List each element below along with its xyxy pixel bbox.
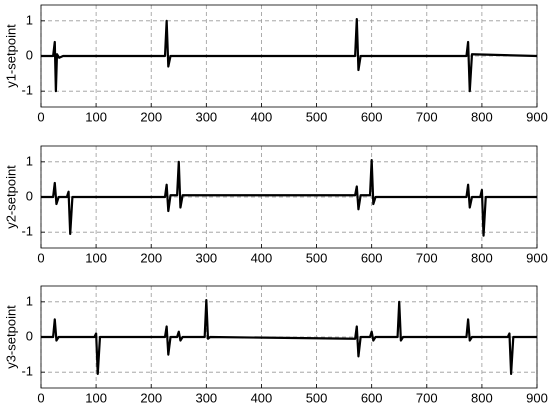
x-tick-label: 0: [37, 250, 44, 265]
x-tick-label: 200: [140, 109, 162, 124]
x-tick-label: 100: [85, 390, 107, 405]
y-tick-label: 1: [26, 293, 33, 308]
x-tick-label: 700: [416, 250, 438, 265]
x-tick-label: 900: [526, 250, 548, 265]
x-tick-label: 0: [37, 390, 44, 405]
x-tick-label: 100: [85, 250, 107, 265]
x-tick-label: 800: [471, 109, 493, 124]
x-tick-label: 400: [251, 109, 273, 124]
x-tick-label: 300: [195, 250, 217, 265]
x-tick-label: 900: [526, 390, 548, 405]
y-tick-label: 0: [26, 328, 33, 343]
x-tick-label: 900: [526, 109, 548, 124]
plot-frame: [40, 145, 538, 249]
x-tick-label: 400: [251, 390, 273, 405]
y-tick-label: 1: [26, 153, 33, 168]
y-tick-label: -1: [21, 224, 33, 239]
x-tick-label: 500: [306, 390, 328, 405]
y-axis-label: y1-setpoint: [3, 24, 18, 88]
y-tick-label: -1: [21, 83, 33, 98]
x-tick-label: 700: [416, 109, 438, 124]
x-tick-label: 500: [306, 109, 328, 124]
y-tick-label: -1: [21, 364, 33, 379]
x-tick-label: 800: [471, 390, 493, 405]
x-tick-label: 100: [85, 109, 107, 124]
x-tick-label: 600: [361, 390, 383, 405]
plot-frame: [40, 4, 538, 108]
x-tick-label: 300: [195, 109, 217, 124]
data-line: [41, 17, 538, 93]
x-tick-label: 0: [37, 109, 44, 124]
data-line: [41, 298, 537, 376]
y-axis-label: y3-setpoint: [3, 305, 18, 369]
x-tick-label: 600: [361, 250, 383, 265]
x-tick-label: 200: [140, 250, 162, 265]
x-tick-label: 600: [361, 109, 383, 124]
y-tick-label: 1: [26, 12, 33, 27]
y-axis-label: y2-setpoint: [3, 165, 18, 229]
x-tick-label: 500: [306, 250, 328, 265]
x-tick-label: 800: [471, 250, 493, 265]
x-tick-label: 700: [416, 390, 438, 405]
y-tick-label: 0: [26, 47, 33, 62]
x-tick-label: 400: [251, 250, 273, 265]
y-tick-label: 0: [26, 188, 33, 203]
data-line: [41, 158, 537, 237]
x-tick-label: 200: [140, 390, 162, 405]
x-tick-label: 300: [195, 390, 217, 405]
plot-frame: [40, 285, 538, 389]
